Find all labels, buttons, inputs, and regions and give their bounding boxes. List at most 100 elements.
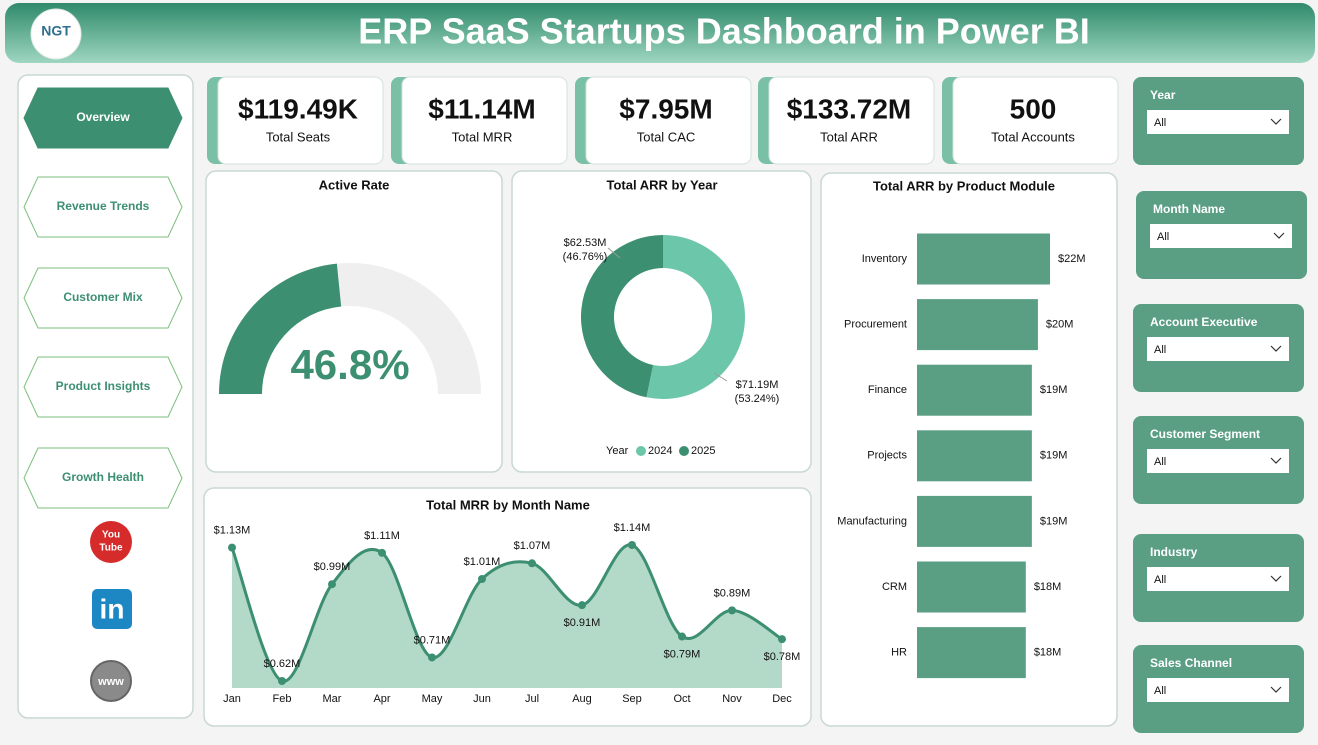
donut-value-label: $62.53M: [564, 237, 607, 249]
point: [378, 548, 386, 557]
legend-marker: [636, 446, 646, 456]
chart-title: Total ARR by Product Module: [873, 178, 1055, 193]
slicer-title: Customer Segment: [1150, 427, 1260, 441]
donut-value-label: $71.19M: [736, 379, 779, 391]
nav-label[interactable]: Growth Health: [62, 470, 144, 484]
kpi-value: $119.49K: [238, 93, 358, 124]
youtube-text: You: [102, 530, 120, 541]
slicer-title: Month Name: [1153, 202, 1225, 216]
y-tick-label: Procurement: [844, 319, 907, 331]
y-tick-label: CRM: [882, 581, 907, 593]
slicer-value[interactable]: All: [1154, 117, 1166, 129]
data-label: $0.99M: [314, 561, 351, 573]
slicer-dropdown[interactable]: [1147, 110, 1289, 134]
kpi-value: 500: [1010, 93, 1057, 124]
data-label: $1.07M: [514, 540, 551, 552]
nav-label[interactable]: Product Insights: [56, 379, 151, 393]
legend-title: Year: [606, 445, 629, 457]
data-label: $0.62M: [264, 658, 301, 670]
slicer-dropdown[interactable]: [1147, 678, 1289, 702]
slicer-title: Industry: [1150, 545, 1198, 559]
slicer-dropdown[interactable]: [1147, 337, 1289, 361]
bar: [917, 430, 1032, 482]
dropdown-chevron: [1270, 457, 1282, 464]
point: [278, 677, 286, 685]
point: [228, 543, 236, 552]
chart-title: Active Rate: [319, 177, 390, 192]
slicer-value[interactable]: All: [1157, 231, 1169, 243]
data-label: $0.79M: [664, 648, 701, 660]
bar: [917, 627, 1026, 679]
nav-button[interactable]: [23, 267, 183, 329]
x-tick-label: Oct: [673, 693, 690, 705]
point: [328, 580, 336, 589]
linkedin-text: in: [100, 593, 125, 624]
logo: [30, 8, 82, 60]
nav-button[interactable]: [23, 356, 183, 418]
legend-label: 2025: [691, 445, 715, 457]
data-label: $0.91M: [564, 617, 601, 629]
nav-button[interactable]: [23, 447, 183, 509]
nav-label[interactable]: Customer Mix: [63, 290, 143, 304]
gauge-label: 46.8%: [290, 341, 409, 388]
donut-panel: [511, 170, 812, 473]
kpi-value: $133.72M: [787, 93, 912, 124]
dropdown-chevron: [1270, 575, 1282, 582]
point: [428, 653, 436, 662]
data-label: $1.13M: [214, 525, 251, 537]
dropdown-chevron: [1270, 686, 1282, 693]
bar: [917, 561, 1026, 613]
x-tick-label: Mar: [323, 693, 342, 705]
bar-value-label: $18M: [1034, 581, 1062, 593]
bar: [917, 233, 1050, 285]
legend-label: 2024: [648, 445, 672, 457]
dropdown-chevron: [1273, 232, 1285, 239]
nav-button[interactable]: [23, 176, 183, 238]
data-label: $1.11M: [364, 530, 400, 542]
slicer-title: Year: [1150, 88, 1176, 102]
data-label: $0.71M: [414, 634, 451, 646]
kpi-label: Total MRR: [452, 129, 513, 144]
chart-title: Total MRR by Month Name: [426, 497, 590, 512]
x-tick-label: Aug: [572, 693, 592, 705]
donut-slice: [580, 234, 663, 398]
data-label: $1.14M: [614, 522, 651, 534]
bar-value-label: $19M: [1040, 450, 1068, 462]
point: [578, 601, 586, 610]
donut-slice: [646, 235, 745, 399]
leader-line: [713, 372, 728, 382]
x-tick-label: Jul: [525, 693, 539, 705]
web-text: www: [97, 676, 124, 688]
page-title: ERP SaaS Startups Dashboard in Power BI: [358, 11, 1090, 52]
slicer-dropdown[interactable]: [1147, 567, 1289, 591]
slicer-value[interactable]: All: [1154, 344, 1166, 356]
gauge-panel: [205, 170, 503, 473]
linkedin-icon[interactable]: [92, 589, 132, 629]
data-label: $0.89M: [714, 587, 751, 599]
slicer-value[interactable]: All: [1154, 456, 1166, 468]
nav-button[interactable]: [23, 87, 183, 149]
x-tick-label: May: [422, 693, 443, 705]
youtube-text: Tube: [99, 543, 123, 554]
slicer-dropdown[interactable]: [1150, 224, 1292, 248]
point: [528, 559, 536, 568]
chart-title: Total ARR by Year: [606, 177, 717, 192]
kpi-card: [401, 76, 568, 165]
slicer-value[interactable]: All: [1154, 574, 1166, 586]
legend-marker: [679, 446, 689, 456]
bar-value-label: $20M: [1046, 319, 1074, 331]
kpi-label: Total CAC: [637, 129, 696, 144]
slicer-value[interactable]: All: [1154, 685, 1166, 697]
web-icon[interactable]: [90, 660, 132, 702]
slicer-dropdown[interactable]: [1147, 449, 1289, 473]
donut-percent-label: (53.24%): [735, 393, 780, 405]
nav-label[interactable]: Revenue Trends: [57, 199, 150, 213]
nav-label[interactable]: Overview: [76, 110, 130, 124]
y-tick-label: Manufacturing: [837, 515, 907, 527]
point: [778, 635, 786, 644]
kpi-label: Total Seats: [266, 129, 331, 144]
gauge-value: [219, 263, 342, 394]
youtube-icon[interactable]: [90, 521, 132, 563]
slicer-title: Sales Channel: [1150, 656, 1232, 670]
